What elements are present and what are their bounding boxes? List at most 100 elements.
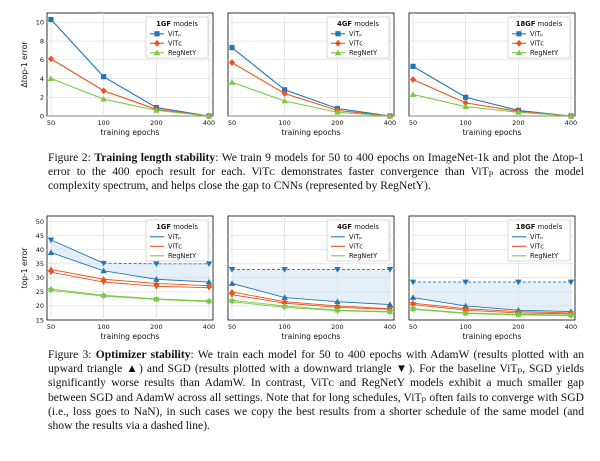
y-tick-label: 10 xyxy=(36,19,44,27)
optimizer-gap-fill xyxy=(413,282,571,312)
data-point xyxy=(205,299,213,305)
legend-title-rest: models xyxy=(535,223,562,231)
legend-marker xyxy=(153,49,161,56)
x-axis-label: training epochs xyxy=(463,332,522,341)
data-point xyxy=(47,288,55,294)
x-tick-label: 100 xyxy=(97,119,109,127)
y-tick-label: 6 xyxy=(40,56,44,64)
legend-marker xyxy=(516,31,522,37)
figure-3-label: Figure 3: xyxy=(48,348,96,361)
x-tick-label: 400 xyxy=(203,323,215,331)
figure2-panel-3: 50 100 200 400 training epochs 18GF models ViT… xyxy=(408,12,577,137)
data-point xyxy=(462,99,469,107)
x-tick-label: 400 xyxy=(565,323,577,331)
figure-2-label: Figure 2: xyxy=(48,151,95,164)
x-tick-label: 100 xyxy=(459,323,471,331)
data-point xyxy=(228,292,236,298)
data-point xyxy=(47,249,55,255)
series-line xyxy=(50,288,210,302)
x-axis-label: training epochs xyxy=(463,128,522,137)
legend-box xyxy=(507,219,571,262)
series-line xyxy=(412,308,572,316)
series-line xyxy=(50,239,104,264)
x-tick-label: 50 xyxy=(228,323,236,331)
legend-title: 4GF models xyxy=(337,20,379,28)
data-point xyxy=(281,304,288,311)
data-point xyxy=(47,269,55,276)
data-point xyxy=(410,63,416,69)
y-tick-label: 35 xyxy=(36,260,44,268)
legend-label: RegNetY xyxy=(530,252,559,260)
data-point xyxy=(228,299,236,305)
legend-label: RegNetY xyxy=(349,49,378,57)
data-point xyxy=(334,298,341,305)
x-tick-label: 200 xyxy=(150,119,162,127)
series-line xyxy=(231,301,391,313)
series-line xyxy=(231,47,391,117)
legend-title-rest: models xyxy=(352,223,379,231)
series-line xyxy=(50,19,210,117)
data-point xyxy=(386,267,394,273)
data-point xyxy=(153,107,160,113)
x-tick-label: 100 xyxy=(459,119,471,127)
y-tick-label: 20 xyxy=(36,302,44,310)
series-line xyxy=(50,252,210,283)
x-tick-label: 200 xyxy=(331,119,343,127)
x-tick-label: 400 xyxy=(384,119,396,127)
y-tick-label: 40 xyxy=(36,246,44,254)
data-point xyxy=(229,45,235,51)
data-point xyxy=(409,302,417,308)
data-point xyxy=(100,260,107,267)
legend-marker xyxy=(154,31,160,37)
legend-title-bold: 1GF xyxy=(156,20,171,28)
x-tick-label: 400 xyxy=(203,119,215,127)
figure2-panel-2: 50 100 200 400 training epochs 4GF models ViTₚ… xyxy=(227,12,396,137)
legend-box xyxy=(507,16,571,59)
legend-label: ViTₚ xyxy=(530,233,543,241)
legend-label: ViTᴄ xyxy=(349,243,363,251)
series-line xyxy=(231,291,391,310)
x-tick-label: 400 xyxy=(565,119,577,127)
figure3-panel-1: 50 100 200 400 training epochs 15 20 25 30 35 40 45… xyxy=(20,215,215,341)
legend-title-rest: models xyxy=(535,20,562,28)
data-point xyxy=(205,285,213,291)
legend-title: 18GF models xyxy=(516,223,563,231)
series-line xyxy=(50,268,210,287)
data-point xyxy=(153,283,160,290)
legend-marker xyxy=(154,39,160,47)
legend-marker xyxy=(335,31,341,37)
figure-3-caption: Figure 3: Optimizer stability: We train … xyxy=(48,348,584,433)
data-point xyxy=(205,278,213,285)
x-tick-label: 100 xyxy=(278,323,290,331)
y-tick-label: 2 xyxy=(40,94,44,102)
x-axis-label: training epochs xyxy=(101,128,160,137)
x-tick-label: 200 xyxy=(512,119,524,127)
series-line xyxy=(412,308,572,317)
legend-label: RegNetY xyxy=(349,252,378,260)
series-line xyxy=(412,302,572,314)
legend-label: ViTᴄ xyxy=(349,40,363,48)
legend-marker xyxy=(516,39,522,47)
data-point xyxy=(515,109,522,115)
series-line xyxy=(231,62,391,117)
legend-label: ViTᴄ xyxy=(168,40,182,48)
series-line xyxy=(50,290,210,303)
series-line xyxy=(412,93,572,117)
data-point xyxy=(462,302,469,309)
legend-title-rest: models xyxy=(171,223,198,231)
legend-box xyxy=(145,219,209,262)
legend-marker xyxy=(515,49,523,56)
y-tick-label: 0 xyxy=(40,112,44,120)
x-tick-label: 50 xyxy=(409,323,417,331)
data-point xyxy=(100,293,107,300)
x-tick-label: 400 xyxy=(384,323,396,331)
legend-label: RegNetY xyxy=(168,252,197,260)
data-point xyxy=(409,306,417,313)
data-point xyxy=(205,112,213,119)
data-point xyxy=(205,261,213,267)
legend-title-bold: 18GF xyxy=(516,20,536,28)
series-line xyxy=(231,81,391,117)
data-point xyxy=(281,267,288,273)
data-point xyxy=(334,308,341,314)
